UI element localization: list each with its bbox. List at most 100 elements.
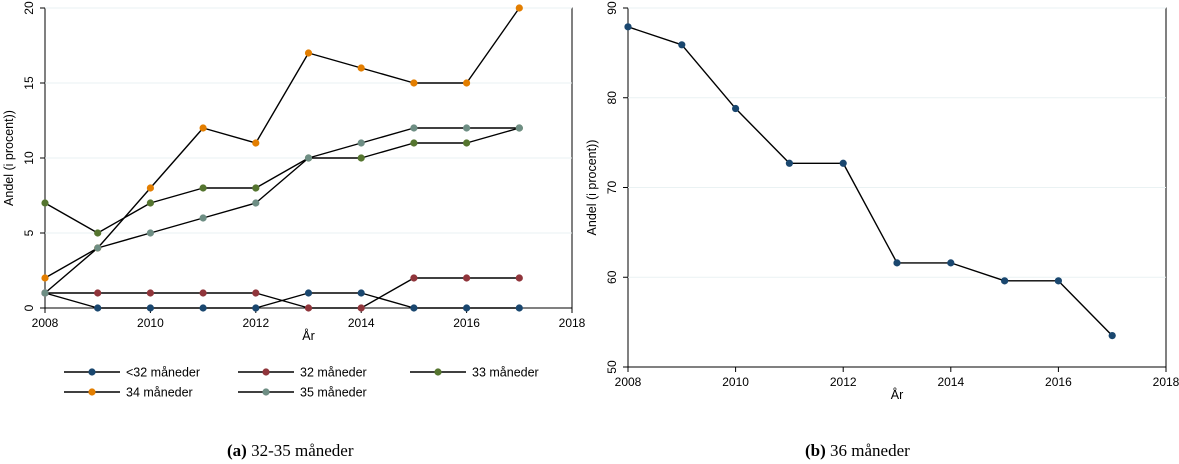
caption-a-text: 32-35 måneder [251,441,354,460]
a-data-point-2 [94,229,102,237]
b-x-tick-label: 2018 [1153,375,1179,389]
chart-panel-a: 0 5 10 15 20 2008 2010 2012 2014 2016 2018 År Andel … [2,1,586,399]
a-data-point-0 [199,304,207,312]
a-data-point-4 [199,214,207,222]
a-data-point-3 [146,184,154,192]
b-y-tick-label: 60 [605,270,619,284]
a-y-tick-label: 20 [22,1,36,15]
a-data-point-0 [146,304,154,312]
a-data-point-3 [515,4,523,12]
a-x-tick-label: 2008 [32,316,59,330]
caption-b: (b) 36 måneder [805,441,910,461]
b-data-point-0 [678,41,686,49]
a-data-point-0 [252,304,260,312]
a-y-tick-label: 10 [22,151,36,165]
a-data-point-4 [410,124,418,132]
b-data-point-0 [1054,277,1062,285]
b-x-tick-label: 2010 [722,375,749,389]
a-data-point-4 [304,154,313,162]
a-data-point-0 [304,289,313,297]
a-data-point-1 [515,274,523,282]
a-data-point-4 [357,139,365,147]
a-data-point-1 [146,289,154,297]
b-y-tick-label: 50 [605,360,619,374]
caption-a: (a) 32-35 måneder [227,441,354,461]
a-data-point-1 [199,289,207,297]
a-data-point-0 [410,304,418,312]
a-data-point-2 [463,139,471,147]
a-legend-label: 35 måneder [300,386,367,400]
b-y-tick-label: 80 [605,91,619,105]
a-y-tick-label: 5 [22,229,36,236]
a-series-line-4 [44,127,520,294]
a-data-point-3 [252,139,260,147]
a-data-point-0 [515,304,523,312]
caption-a-tag: (a) [227,441,247,460]
a-data-point-3 [410,79,418,87]
a-x-tick-label: 2018 [559,316,586,330]
a-data-point-2 [146,199,154,207]
a-data-point-1 [94,289,102,297]
a-x-axis-title: År [302,328,315,343]
a-x-tick-label: 2014 [348,316,375,330]
b-data-point-0 [624,23,632,31]
a-legend: <32 måneder 32 måneder 33 måneder 34 månede… [64,366,539,400]
b-data-point-0 [893,259,901,267]
a-data-point-4 [252,199,260,207]
b-y-tick-label: 90 [605,1,619,15]
a-data-point-3 [304,49,313,57]
a-x-tick-label: 2010 [137,316,164,330]
a-series-line-1 [45,277,520,309]
a-data-point-4 [146,229,154,237]
chart-panel-b: 50 60 70 80 90 2008 2010 2012 2014 2016 2018 År Ande… [585,1,1179,402]
a-x-tick-label: 2012 [242,316,269,330]
a-data-point-1 [252,289,260,297]
a-y-axis-title: Andel (i procent)) [2,110,16,206]
b-data-point-0 [1001,277,1009,285]
a-data-point-4 [515,124,523,132]
a-legend-marker [88,368,96,376]
a-data-point-3 [357,64,365,72]
a-data-point-3 [199,124,207,132]
b-data-point-0 [839,159,847,167]
b-data-point-0 [732,104,740,113]
b-y-tick-label: 70 [605,181,619,195]
a-legend-label: <32 måneder [126,366,200,380]
a-data-point-1 [304,304,313,312]
a-data-point-2 [199,184,207,192]
a-data-point-2 [410,139,418,147]
a-data-point-1 [410,274,418,282]
a-legend-marker [88,388,96,396]
a-data-point-2 [41,199,49,207]
a-legend-label: 34 måneder [126,386,193,400]
a-data-point-4 [94,244,102,252]
b-data-point-0 [1108,331,1116,340]
a-data-point-4 [463,124,471,132]
a-data-point-1 [357,304,365,312]
a-data-point-0 [357,289,365,297]
b-x-tick-label: 2016 [1045,375,1072,389]
a-data-point-4 [41,289,49,297]
a-data-point-0 [463,304,471,312]
b-x-axis-title: År [891,387,904,402]
a-data-point-0 [94,304,102,312]
b-data-point-0 [785,159,794,167]
caption-b-tag: (b) [805,441,826,460]
a-legend-label: 33 måneder [472,366,539,380]
a-y-tick-label: 0 [22,304,36,311]
a-data-point-3 [463,79,471,87]
a-data-point-2 [252,184,260,192]
a-data-point-2 [357,154,365,162]
b-data-point-0 [947,259,955,267]
a-legend-marker [434,368,442,376]
b-x-tick-label: 2008 [615,375,642,389]
a-legend-marker [262,368,270,376]
b-series-line-0 [627,26,1113,337]
a-legend-label: 32 måneder [300,366,367,380]
a-series-line-3 [44,7,520,279]
caption-b-text: 36 måneder [830,441,910,460]
b-x-tick-label: 2014 [937,375,964,389]
a-y-tick-label: 15 [22,76,36,90]
b-y-axis-title: Andel (i procent)) [585,140,599,236]
